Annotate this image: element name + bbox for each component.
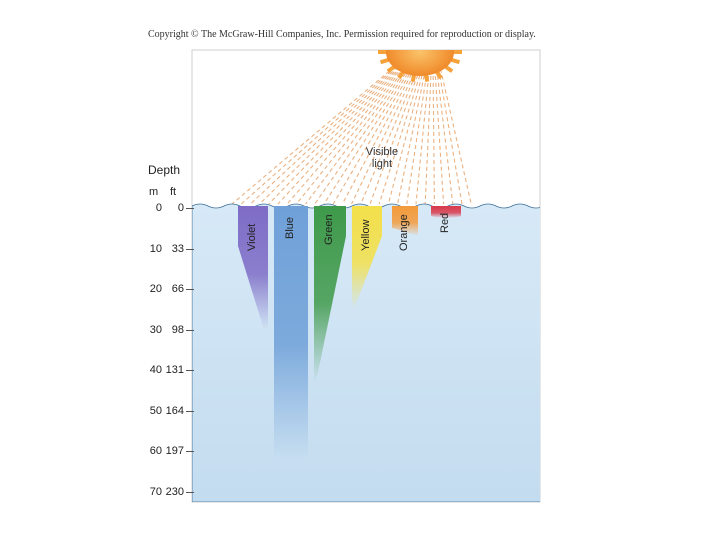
visible-light-label: Visible light [360, 146, 404, 170]
light-ray [323, 61, 416, 205]
depth-tick-mark [186, 410, 194, 412]
light-ray [360, 61, 422, 205]
band-label-yellow: Yellow [360, 219, 372, 252]
band-yellow [352, 206, 382, 310]
light-ray [424, 61, 433, 205]
band-label-red: Red [439, 212, 451, 233]
depth-tick-meters: 40 [149, 364, 162, 376]
visible-light-line1: Visible [365, 146, 399, 158]
light-ray [351, 61, 420, 205]
light-ray [387, 61, 427, 205]
light-ray [438, 61, 472, 205]
light-ray [378, 61, 425, 205]
light-ray [406, 61, 430, 205]
light-ray [432, 61, 435, 205]
band-label-orange: Orange [398, 214, 410, 252]
depth-tick-mark [186, 370, 194, 371]
depth-tick-mark [186, 491, 194, 493]
light-ray [415, 61, 431, 205]
depth-tick-meters: 10 [149, 242, 162, 255]
depth-tick-feet: 230 [165, 485, 184, 498]
depth-tick-meters: 60 [149, 445, 162, 457]
light-ray [369, 61, 424, 205]
depth-tick-40: 40 131 [142, 364, 202, 378]
depth-tick-mark [186, 208, 194, 209]
band-label-blue: Blue [284, 216, 296, 239]
band-blue [274, 206, 308, 460]
depth-tick-20: 20 66 [142, 283, 202, 297]
depth-tick-mark [186, 248, 194, 250]
depth-tick-60: 60 197 [142, 445, 202, 459]
light-ray [397, 61, 428, 205]
visible-light-line2: light [371, 158, 393, 170]
light-ray [240, 61, 402, 205]
depth-tick-mark [186, 451, 194, 452]
band-red [431, 206, 461, 219]
depth-tick-meters: 30 [149, 323, 162, 336]
light-ray [435, 61, 454, 205]
depth-tick-mark [186, 289, 194, 290]
copyright-notice: Copyright © The McGraw-Hill Companies, I… [148, 29, 536, 40]
depth-tick-feet: 0 [177, 202, 184, 214]
depth-tick-feet: 66 [171, 283, 184, 295]
light-ray [436, 61, 463, 205]
depth-tick-feet: 164 [165, 404, 184, 417]
depth-tick-meters: 70 [149, 485, 162, 498]
light-ray [259, 61, 405, 205]
unit-feet: ft [170, 186, 177, 198]
light-ray [268, 61, 407, 205]
band-green [314, 206, 346, 383]
light-ray [314, 61, 414, 205]
light-ray [295, 61, 411, 205]
depth-tick-meters: 0 [155, 202, 162, 214]
light-ray [286, 61, 410, 205]
depth-tick-feet: 197 [165, 445, 184, 457]
color-bands [238, 206, 461, 460]
depth-tick-meters: 50 [149, 404, 162, 417]
band-label-green: Green [323, 214, 335, 245]
sun-icon [378, 50, 462, 82]
sunlight-rays [231, 61, 472, 205]
band-label-violet: Violet [246, 223, 258, 252]
depth-tick-meters: 20 [149, 283, 162, 295]
light-ray [433, 61, 445, 205]
depth-tick-10: 10 33 [142, 243, 202, 257]
depth-tick-feet: 98 [171, 323, 184, 336]
light-ray [305, 61, 413, 205]
light-ray [341, 61, 419, 205]
depth-tick-mark [186, 329, 194, 331]
depth-tick-30: 30 98 [142, 324, 202, 338]
depth-title: Depth [148, 163, 181, 177]
depth-tick-70: 70 230 [142, 486, 202, 500]
band-violet [238, 206, 268, 330]
depth-tick-feet: 131 [165, 364, 184, 376]
unit-meters: m [149, 186, 159, 198]
band-orange [392, 206, 418, 236]
light-ray [231, 61, 401, 205]
depth-tick-feet: 33 [171, 242, 184, 255]
depth-tick-50: 50 164 [142, 405, 202, 419]
